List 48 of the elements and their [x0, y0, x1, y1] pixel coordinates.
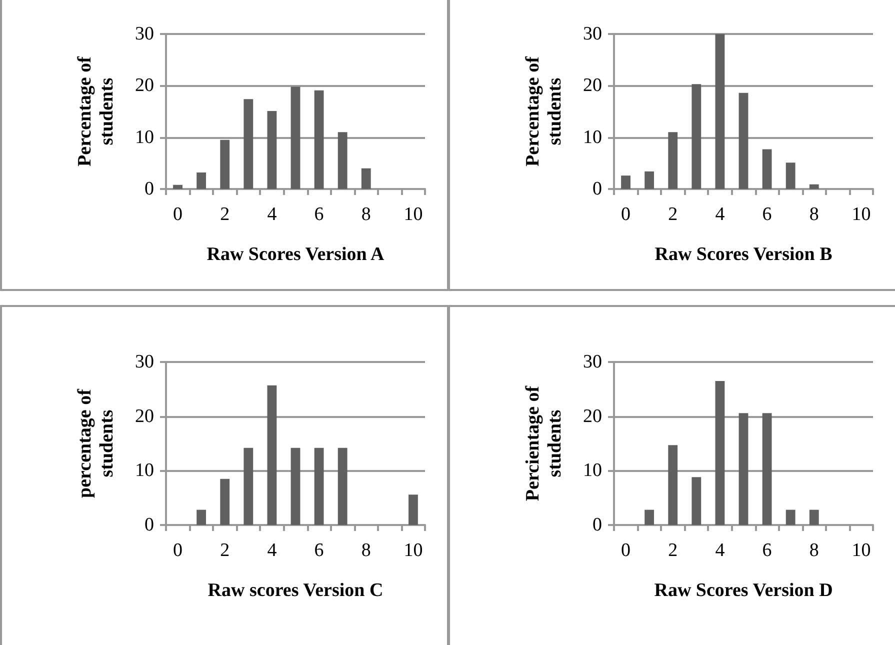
x-tick-label: 2	[668, 540, 678, 561]
y-axis-title: Percentage of students	[74, 56, 118, 166]
y-tick-label: 30	[583, 352, 602, 372]
x-tick-label: 0	[621, 204, 631, 225]
x-tick-label: 2	[668, 204, 678, 225]
x-tick-label: 0	[173, 540, 183, 561]
x-tick-label: 4	[267, 204, 278, 225]
y-tick-label: 20	[135, 406, 154, 427]
x-tick-label: 0	[173, 204, 183, 225]
y-tick-label: 20	[583, 406, 602, 427]
y-axis-title: Percentage of students	[522, 56, 566, 166]
y-axis-title: Percientage of students	[522, 385, 566, 502]
x-tick-label: 4	[715, 540, 726, 561]
x-tick-label: 6	[314, 204, 324, 225]
x-axis-title: Raw scores Version C	[208, 580, 384, 601]
y-tick-label: 10	[583, 460, 602, 482]
y-tick-label: 0	[144, 178, 154, 200]
y-tick-label: 10	[583, 126, 602, 148]
x-tick-label: 6	[762, 204, 772, 225]
x-tick-label: 10	[404, 204, 423, 225]
y-tick-label: 20	[583, 75, 602, 96]
x-tick-label: 4	[267, 540, 278, 561]
x-tick-label: 10	[404, 540, 423, 561]
x-tick-label: 2	[220, 540, 230, 561]
x-tick-label: 2	[220, 204, 230, 225]
x-tick-label: 8	[809, 540, 819, 561]
x-tick-label: 8	[361, 540, 371, 561]
x-tick-label: 10	[852, 204, 871, 225]
x-tick-label: 4	[715, 204, 726, 225]
y-tick-label: 30	[583, 24, 602, 44]
x-tick-label: 8	[361, 204, 371, 225]
y-tick-label: 30	[135, 24, 154, 44]
y-tick-label: 0	[592, 514, 602, 536]
y-tick-label: 10	[135, 460, 154, 482]
x-tick-label: 8	[809, 204, 819, 225]
x-tick-label: 0	[621, 540, 631, 561]
y-tick-label: 30	[135, 352, 154, 372]
x-tick-label: 6	[762, 540, 772, 561]
y-tick-label: 0	[144, 514, 154, 536]
y-tick-label: 0	[592, 178, 602, 200]
y-axis-title: percentage of students	[74, 388, 118, 498]
x-axis-title: Raw Scores Version D	[654, 580, 833, 601]
x-axis-title: Raw Scores Version A	[206, 244, 385, 265]
x-tick-label: 10	[852, 540, 871, 561]
x-axis-title: Raw Scores Version B	[654, 244, 833, 265]
y-tick-label: 10	[135, 126, 154, 148]
y-tick-label: 20	[135, 75, 154, 96]
x-tick-label: 6	[314, 540, 324, 561]
